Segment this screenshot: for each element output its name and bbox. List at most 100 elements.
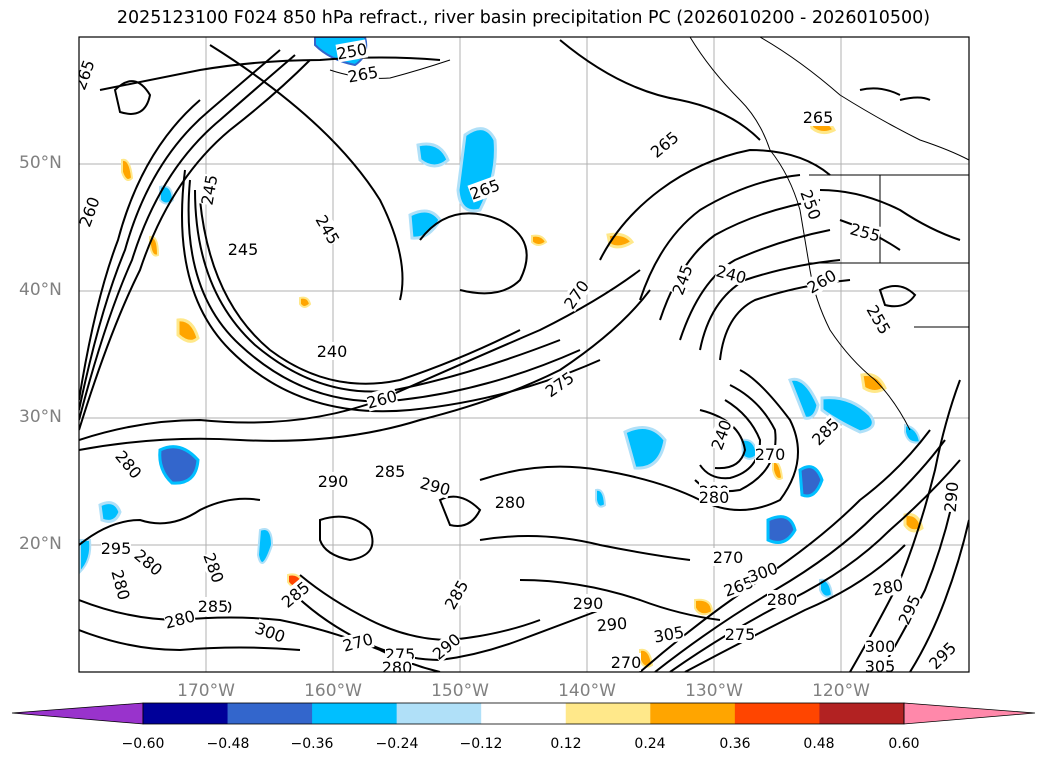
contour-label: 290 <box>596 614 628 636</box>
coastlines <box>329 37 969 431</box>
contour-label: 285 <box>375 462 406 481</box>
contour-label-bg <box>198 597 228 615</box>
contour-label-bg <box>162 606 197 632</box>
contour-label-bg <box>197 173 221 207</box>
colorbar-tick-label: −0.36 <box>290 736 334 752</box>
contour-label-bg <box>647 127 682 161</box>
contour-label-bg <box>108 567 134 602</box>
contour-label: 280 <box>767 590 798 609</box>
colorbar-segment <box>143 703 229 724</box>
colorbar-segment <box>312 703 398 724</box>
contour-label-bg <box>382 658 412 672</box>
contour-label-bg <box>228 240 258 258</box>
contour-label-bg <box>925 638 960 672</box>
contour-label: 295 <box>101 539 132 558</box>
contour-label-bg <box>318 472 348 490</box>
lon-label: 160°W <box>304 681 362 701</box>
precip-shading <box>79 37 924 668</box>
contour-label-bg <box>767 590 797 608</box>
contour-label: 280 <box>495 493 526 512</box>
colorbar-segment <box>481 703 567 724</box>
contour-label: 280 <box>699 488 730 507</box>
colorbar-segment <box>565 703 651 724</box>
contour-label-bg <box>560 276 593 312</box>
contour-label-bg <box>112 447 146 482</box>
contour-label-bg <box>652 622 686 646</box>
contour-label-bg <box>278 577 313 611</box>
colorbar-tick-label: −0.60 <box>121 736 165 752</box>
contour-label-bg <box>865 657 895 672</box>
colorbar-segment <box>819 703 905 724</box>
contour-label: 280 <box>382 658 413 677</box>
contour-label-bg <box>79 57 98 92</box>
contour-label-bg <box>101 539 131 557</box>
contour-label-bg <box>808 414 843 449</box>
colorbar-tick-label: −0.24 <box>375 736 419 752</box>
contour-label-bg <box>865 637 895 655</box>
colorbar-segment <box>227 703 313 724</box>
contour-label-bg <box>725 625 755 643</box>
contour-label-bg <box>863 302 895 337</box>
contour-label: 265 <box>803 108 834 127</box>
contour-label-bg <box>375 462 405 480</box>
contour-label: 300 <box>865 637 896 656</box>
contour-label-bg <box>131 545 166 579</box>
contour-label-bg <box>713 548 743 566</box>
colorbar-tick-label: 0.12 <box>550 736 582 752</box>
contour-label-bg <box>848 219 883 245</box>
colorbar-tick-label: 0.48 <box>803 736 835 752</box>
contour-label-bg <box>418 473 453 499</box>
contour-label-bg <box>429 629 464 663</box>
lon-label: 150°W <box>431 681 489 701</box>
contour-label-bg <box>721 572 756 600</box>
lat-label: 20°N <box>19 534 62 554</box>
lon-label: 120°W <box>812 681 870 701</box>
contour-label: 290 <box>318 472 349 491</box>
contour-label-bg <box>803 108 833 126</box>
colorbar-tick-label: 0.24 <box>634 736 666 752</box>
contour-label: 240 <box>317 342 348 361</box>
colorbar-extend-high <box>903 702 1036 725</box>
contour-label-bg <box>668 262 696 297</box>
contour-label: 270 <box>755 445 786 464</box>
contour-label-bg <box>573 594 603 612</box>
contour-label: 270 <box>713 548 744 567</box>
colorbar-tick-label: 0.36 <box>719 736 751 752</box>
contour-label-bg <box>335 39 369 63</box>
map-background <box>79 37 969 672</box>
contour-label: 285 <box>198 597 229 616</box>
contour-label-bg <box>312 212 344 247</box>
colorbar-segment <box>396 703 482 724</box>
contour-label-bg <box>79 194 103 229</box>
colorbar-frame <box>142 702 905 725</box>
contour-label: 305 <box>865 657 896 676</box>
colorbar-extend-low <box>11 702 144 725</box>
contour-label-bg <box>340 629 375 655</box>
contour-label-bg <box>364 386 399 412</box>
contour-label: 245 <box>228 240 259 259</box>
contour-label-bg <box>346 62 380 86</box>
contour-label-bg <box>804 265 839 297</box>
contour-label: 290 <box>573 594 604 613</box>
colorbar-segment <box>650 703 736 724</box>
lat-label: 40°N <box>19 280 62 300</box>
contour-label-bg <box>541 368 577 401</box>
contour-label-bg <box>317 342 347 360</box>
contour-label-bg <box>755 445 785 463</box>
contour-label: 275 <box>725 625 756 644</box>
lon-label: 130°W <box>685 681 743 701</box>
contour-label-bg <box>940 481 962 513</box>
contour-label-bg <box>797 187 825 222</box>
map-frame <box>78 36 970 673</box>
contour-label-bg <box>714 261 749 287</box>
contour-label: 290 <box>941 481 963 513</box>
contour-label-bg <box>200 550 228 585</box>
colorbar-tick-label: 0.60 <box>888 736 920 752</box>
contour-label-bg <box>871 575 905 599</box>
contour-label-bg <box>596 613 628 635</box>
lat-label: 30°N <box>19 407 62 427</box>
contour-label-bg <box>699 488 729 506</box>
lon-label: 170°W <box>177 681 235 701</box>
contour-label-bg <box>495 493 525 511</box>
